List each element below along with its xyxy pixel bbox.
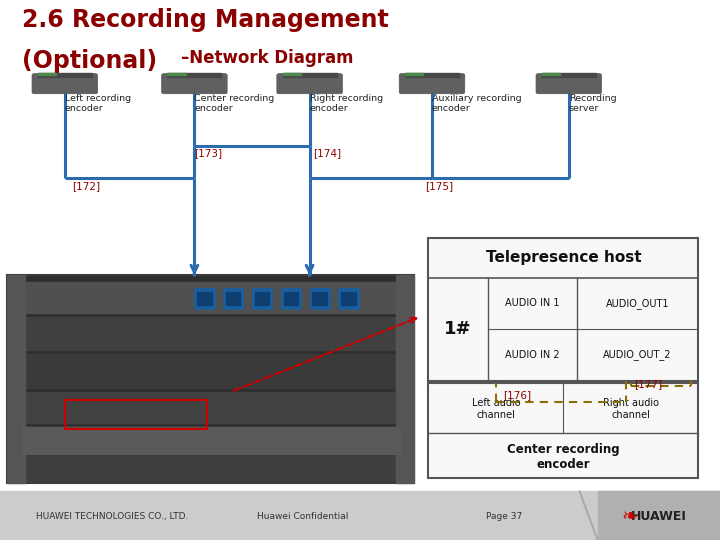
Bar (310, 288, 330, 309)
Bar (22, 282, 400, 313)
Text: –Network Diagram: –Network Diagram (181, 49, 354, 66)
Bar (283, 73, 337, 77)
Text: [172]: [172] (72, 181, 100, 191)
Bar (341, 292, 356, 306)
Text: [176]: [176] (503, 389, 531, 400)
FancyBboxPatch shape (162, 73, 228, 94)
Bar (197, 292, 212, 306)
Bar (284, 292, 298, 306)
Bar (22, 317, 400, 350)
Bar (22, 427, 400, 454)
Bar (338, 288, 359, 309)
Text: Recording
server: Recording server (569, 93, 616, 113)
Bar (428, 383, 698, 478)
FancyBboxPatch shape (399, 73, 465, 94)
Bar (312, 292, 327, 306)
Bar (65, 400, 207, 429)
Text: Huawei Confidential: Huawei Confidential (257, 512, 348, 521)
Text: AUDIO IN 1: AUDIO IN 1 (505, 299, 559, 308)
Text: 2.6 Recording Management: 2.6 Recording Management (22, 8, 388, 32)
Bar (396, 275, 414, 483)
Text: Right recording
encoder: Right recording encoder (310, 93, 383, 113)
Bar (22, 354, 400, 388)
Text: Left recording
encoder: Left recording encoder (65, 93, 131, 113)
Text: AUDIO IN 2: AUDIO IN 2 (505, 350, 559, 360)
Bar (226, 292, 240, 306)
Bar (167, 73, 186, 75)
Text: [174]: [174] (313, 148, 341, 159)
Bar (7, 275, 414, 483)
Text: Telepresence host: Telepresence host (485, 250, 642, 265)
Text: Left audio
channel: Left audio channel (472, 398, 521, 420)
Text: AUDIO_OUT1: AUDIO_OUT1 (606, 298, 670, 309)
Bar (22, 427, 400, 454)
Text: [177]: [177] (634, 379, 662, 389)
Bar (405, 73, 423, 75)
Bar (223, 288, 243, 309)
Bar (252, 288, 272, 309)
Text: Auxiliary recording
encoder: Auxiliary recording encoder (432, 93, 521, 113)
Text: Right audio
channel: Right audio channel (603, 398, 659, 420)
Bar (598, 491, 720, 540)
Bar (542, 73, 596, 77)
Text: HUAWEI TECHNOLOGIES CO., LTD.: HUAWEI TECHNOLOGIES CO., LTD. (36, 512, 189, 521)
Bar (37, 73, 56, 75)
Text: [173]: [173] (194, 148, 222, 159)
Text: Center recording
encoder: Center recording encoder (194, 93, 274, 113)
Bar (428, 238, 698, 381)
Bar (194, 288, 215, 309)
Bar (37, 73, 92, 77)
Bar (167, 73, 222, 77)
Text: Page 37: Page 37 (486, 512, 522, 521)
Bar (0, 491, 720, 540)
Text: AUDIO_OUT_2: AUDIO_OUT_2 (603, 349, 672, 360)
Bar (281, 288, 301, 309)
Text: Center recording
encoder: Center recording encoder (507, 443, 620, 471)
Bar (7, 275, 25, 483)
Text: ❧: ❧ (622, 507, 638, 526)
Bar (542, 73, 560, 75)
Text: [175]: [175] (425, 181, 453, 191)
FancyBboxPatch shape (32, 73, 98, 94)
Text: 1#: 1# (444, 320, 472, 338)
FancyBboxPatch shape (536, 73, 602, 94)
Text: HUAWEI: HUAWEI (631, 510, 687, 523)
FancyBboxPatch shape (277, 73, 343, 94)
Bar (255, 292, 269, 306)
Bar (22, 456, 400, 481)
Bar (283, 73, 301, 75)
Text: (Optional): (Optional) (22, 49, 157, 72)
Bar (22, 392, 400, 423)
Bar (405, 73, 459, 77)
